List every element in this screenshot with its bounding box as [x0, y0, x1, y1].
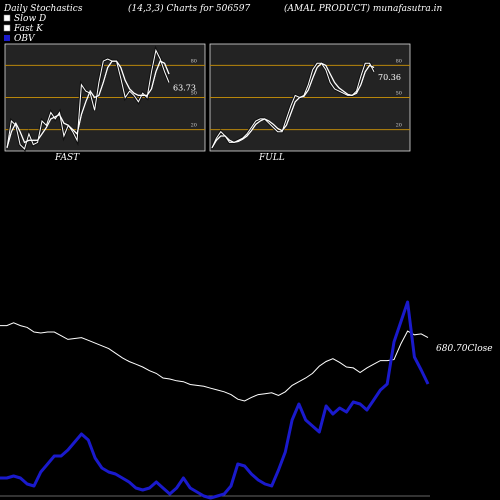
full-tick-label-50: 50 — [396, 91, 402, 97]
fast-tick-label-20: 20 — [191, 123, 197, 129]
legend: Slow D Fast K OBV — [3, 14, 46, 44]
legend-swatch-fast-k — [3, 24, 11, 32]
full-stochastic-panel: 80 50 20 70.36 — [209, 43, 411, 152]
fast-tick-label-50: 50 — [191, 91, 197, 97]
fast-last-value-label: 63.73 — [173, 84, 196, 93]
legend-swatch-obv — [4, 35, 10, 41]
fast-panel-label: FAST — [54, 153, 80, 163]
legend-label-obv: OBV — [14, 34, 36, 44]
legend-label-fast-k: Fast K — [13, 24, 44, 34]
obv-line — [0, 300, 430, 500]
chart-header-left: Daily Stochastics — [3, 4, 83, 14]
legend-label-slow-d: Slow D — [14, 14, 46, 24]
full-tick-label-20: 20 — [396, 123, 402, 129]
chart-header-params: (14,3,3) Charts for 506597 — [128, 3, 250, 14]
full-panel-label: FULL — [258, 153, 285, 163]
fast-series-line-0 — [6, 48, 170, 150]
full-last-value-label: 70.36 — [378, 73, 401, 82]
fast-stochastic-panel: 80 50 20 63.73 — [4, 43, 206, 152]
fast-tick-label-80: 80 — [191, 58, 197, 64]
obv-close-panel: 680.70Close — [0, 300, 493, 500]
full-series-line-1 — [211, 62, 375, 149]
full-series-line-0 — [211, 62, 375, 149]
fast-series-line-1 — [6, 60, 170, 148]
close-price-line — [0, 322, 429, 402]
legend-swatch-slow-d — [3, 14, 11, 22]
full-tick-label-80: 80 — [396, 58, 402, 64]
close-last-value-label: 680.70Close — [436, 344, 493, 354]
chart-header-right: (AMAL PRODUCT) munafasutra.in — [284, 3, 442, 14]
